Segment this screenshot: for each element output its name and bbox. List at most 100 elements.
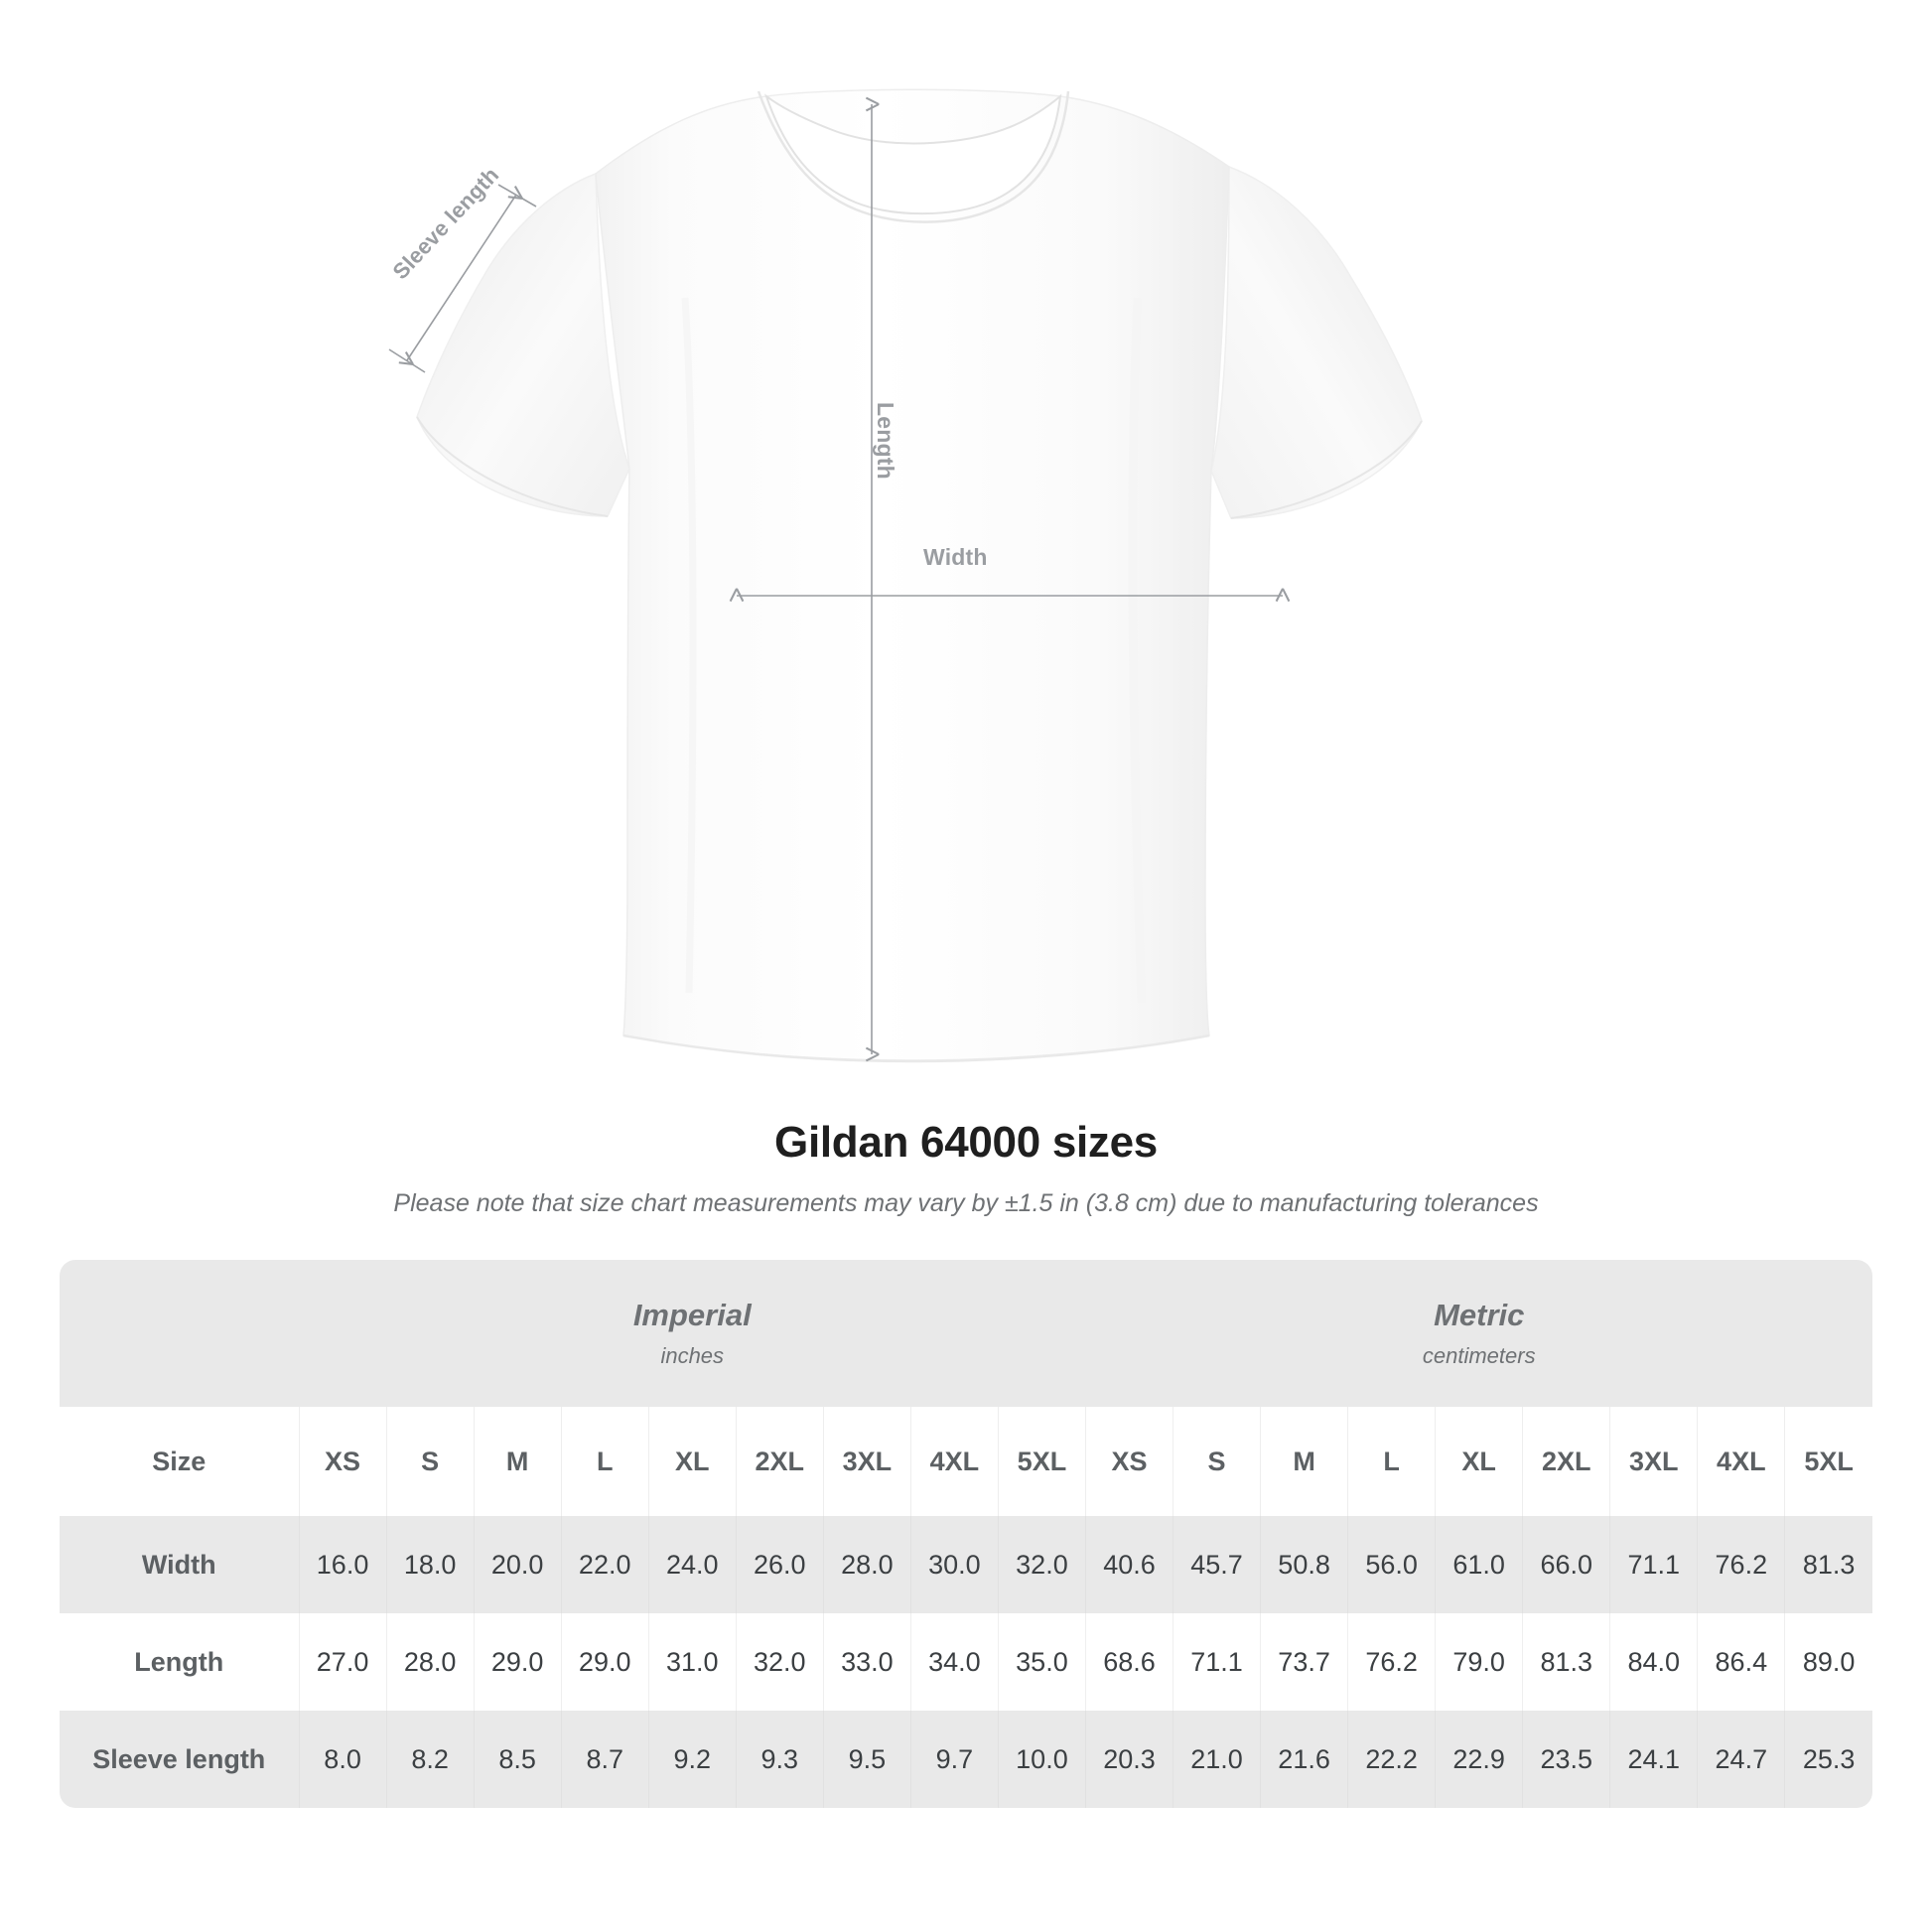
measurement-cell: 31.0	[647, 1613, 737, 1711]
measurement-cell: 76.2	[1697, 1516, 1785, 1613]
measurement-cell: 35.0	[997, 1613, 1086, 1711]
size-table-container: Imperial inches Metric centimeters Size XS S M L…	[60, 1260, 1872, 1808]
measurement-cell: 25.3	[1784, 1711, 1872, 1808]
measurement-cell: 20.3	[1084, 1711, 1173, 1808]
measurement-cell: 8.0	[298, 1711, 387, 1808]
measurement-cell: 34.0	[909, 1613, 999, 1711]
measurement-cell: 71.1	[1173, 1613, 1261, 1711]
tshirt-diagram: Sleeve length Length Width	[387, 88, 1423, 1063]
table-row: Length 27.0 28.0 29.0 29.0 31.0 32.0 33.0 34.0 35…	[60, 1613, 1872, 1711]
unit-group-unit: centimeters	[1422, 1343, 1536, 1368]
measurement-row-label: Sleeve length	[60, 1711, 300, 1808]
measurement-cell: 45.7	[1173, 1516, 1261, 1613]
measurement-cell: 68.6	[1084, 1613, 1173, 1711]
tolerance-note: Please note that size chart measurements…	[393, 1189, 1539, 1217]
measurement-cell: 26.0	[735, 1516, 824, 1613]
measurement-cell: 24.7	[1697, 1711, 1785, 1808]
tshirt-body	[416, 88, 1423, 1063]
size-column-header: 5XL	[1784, 1407, 1872, 1516]
measurement-cell: 8.5	[473, 1711, 562, 1808]
size-column-header: S	[385, 1407, 475, 1516]
measurement-cell: 56.0	[1347, 1516, 1436, 1613]
size-column-header: 3XL	[1609, 1407, 1698, 1516]
measurement-cell: 28.0	[822, 1516, 911, 1613]
size-column-header: S	[1173, 1407, 1261, 1516]
measurement-cell: 66.0	[1522, 1516, 1610, 1613]
table-row: Sleeve length 8.0 8.2 8.5 8.7 9.2 9.3 9.5 9.7 10.…	[60, 1711, 1872, 1808]
measurement-cell: 8.7	[560, 1711, 649, 1808]
measurement-cell: 71.1	[1609, 1516, 1698, 1613]
size-column-header: M	[473, 1407, 562, 1516]
measurement-cell: 28.0	[385, 1613, 475, 1711]
unit-group-name: Metric	[1434, 1298, 1525, 1332]
measurement-cell: 29.0	[473, 1613, 562, 1711]
size-column-header: XL	[647, 1407, 737, 1516]
measurement-cell: 84.0	[1609, 1613, 1698, 1711]
measurement-row-label: Width	[60, 1516, 300, 1613]
measurement-cell: 24.0	[647, 1516, 737, 1613]
size-column-header: 2XL	[735, 1407, 824, 1516]
measurement-cell: 22.0	[560, 1516, 649, 1613]
measurement-cell: 81.3	[1522, 1613, 1610, 1711]
unit-group-metric: Metric centimeters	[1085, 1260, 1872, 1407]
unit-header-spacer	[60, 1260, 300, 1407]
size-column-header: 2XL	[1522, 1407, 1610, 1516]
measurement-lines	[388, 96, 1291, 1062]
unit-group-unit: inches	[660, 1343, 725, 1368]
sleeve-arrow	[398, 186, 523, 365]
width-label: Width	[923, 544, 988, 570]
measurement-cell: 61.0	[1435, 1516, 1523, 1613]
size-column-header: 5XL	[997, 1407, 1086, 1516]
measurement-cell: 21.6	[1260, 1711, 1348, 1808]
size-header-label: Size	[60, 1407, 300, 1516]
measurement-cell: 76.2	[1347, 1613, 1436, 1711]
measurement-cell: 9.3	[735, 1711, 824, 1808]
measurement-cell: 22.2	[1347, 1711, 1436, 1808]
measurement-cell: 9.5	[822, 1711, 911, 1808]
measurement-cell: 23.5	[1522, 1711, 1610, 1808]
measurement-cell: 32.0	[997, 1516, 1086, 1613]
measurement-cell: 86.4	[1697, 1613, 1785, 1711]
size-column-header: 4XL	[909, 1407, 999, 1516]
measurement-cell: 29.0	[560, 1613, 649, 1711]
measurement-cell: 9.2	[647, 1711, 737, 1808]
size-column-header: XS	[1084, 1407, 1173, 1516]
measurement-row-label: Length	[60, 1613, 300, 1711]
size-column-header: M	[1260, 1407, 1348, 1516]
length-label: Length	[873, 402, 898, 480]
measurement-cell: 79.0	[1435, 1613, 1523, 1711]
size-column-header: 4XL	[1697, 1407, 1785, 1516]
measurement-cell: 18.0	[385, 1516, 475, 1613]
measurement-cell: 33.0	[822, 1613, 911, 1711]
unit-header-row: Imperial inches Metric centimeters	[60, 1260, 1872, 1407]
size-header-row: Size XS S M L XL 2XL 3XL 4XL 5XL XS S M L XL 2XL 3XL 4XL 5…	[60, 1407, 1872, 1516]
measurement-cell: 32.0	[735, 1613, 824, 1711]
measurement-cell: 81.3	[1784, 1516, 1872, 1613]
measurement-cell: 27.0	[298, 1613, 387, 1711]
measurement-cell: 20.0	[473, 1516, 562, 1613]
size-column-header: L	[1347, 1407, 1436, 1516]
page-title: Gildan 64000 sizes	[774, 1118, 1158, 1167]
measurement-cell: 10.0	[997, 1711, 1086, 1808]
measurement-cell: 89.0	[1784, 1613, 1872, 1711]
size-column-header: XL	[1435, 1407, 1523, 1516]
measurement-cell: 50.8	[1260, 1516, 1348, 1613]
tshirt-illustration	[388, 88, 1423, 1063]
measurement-cell: 16.0	[298, 1516, 387, 1613]
measurement-cell: 9.7	[909, 1711, 999, 1808]
measurement-cell: 30.0	[909, 1516, 999, 1613]
size-table: Imperial inches Metric centimeters Size XS S M L…	[60, 1260, 1872, 1808]
unit-group-imperial: Imperial inches	[299, 1260, 1086, 1407]
title-block: Gildan 64000 sizes Please note that size…	[0, 1118, 1932, 1218]
size-column-header: L	[560, 1407, 649, 1516]
table-row: Width 16.0 18.0 20.0 22.0 24.0 26.0 28.0 30.0 32.…	[60, 1516, 1872, 1613]
size-column-header: XS	[298, 1407, 387, 1516]
measurement-cell: 21.0	[1173, 1711, 1261, 1808]
measurement-cell: 40.6	[1084, 1516, 1173, 1613]
measurement-cell: 22.9	[1435, 1711, 1523, 1808]
measurement-cell: 24.1	[1609, 1711, 1698, 1808]
unit-group-name: Imperial	[632, 1298, 752, 1332]
measurement-cell: 8.2	[385, 1711, 475, 1808]
measurement-cell: 73.7	[1260, 1613, 1348, 1711]
size-column-header: 3XL	[822, 1407, 911, 1516]
